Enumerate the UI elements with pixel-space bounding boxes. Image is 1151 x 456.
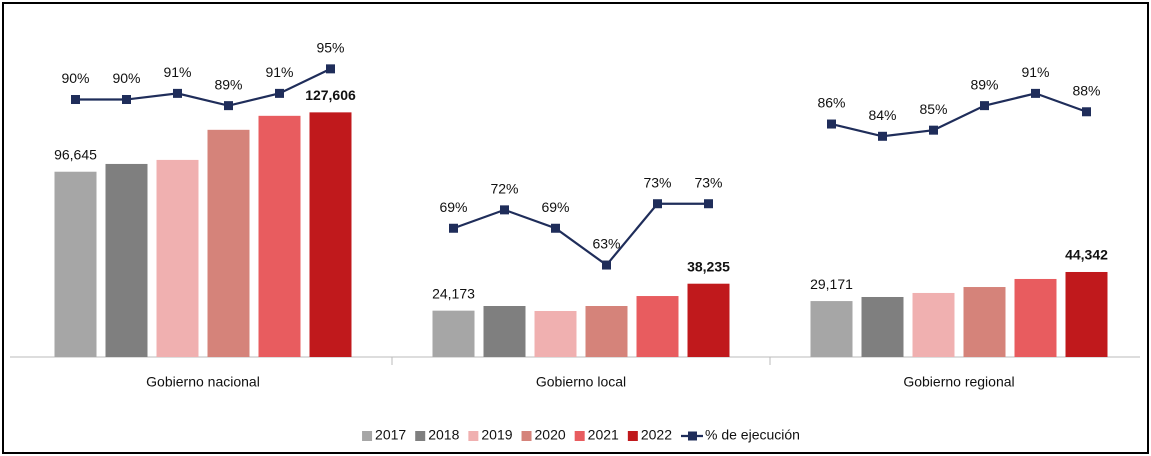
line-marker xyxy=(71,95,80,105)
data-label: 69% xyxy=(541,199,569,215)
data-label: 44,342 xyxy=(1065,247,1108,263)
line xyxy=(75,67,331,107)
bar xyxy=(483,306,526,357)
bar xyxy=(861,296,904,357)
line-marker xyxy=(122,95,131,105)
line-marker xyxy=(878,131,887,141)
bar xyxy=(156,159,199,357)
data-label: 73% xyxy=(694,174,722,190)
line-marker xyxy=(1031,88,1040,98)
line-marker xyxy=(929,125,938,135)
line-marker xyxy=(173,88,182,98)
x-tick-label: Gobierno local xyxy=(536,374,626,390)
legend-marker xyxy=(687,431,697,441)
legend-label: 2021 xyxy=(588,427,619,443)
data-label: 73% xyxy=(643,174,671,190)
line-marker xyxy=(224,101,233,111)
line xyxy=(831,92,1087,138)
bar xyxy=(309,112,352,357)
line-marker xyxy=(500,205,509,215)
legend-swatch xyxy=(362,431,373,441)
data-label: 91% xyxy=(1021,64,1049,80)
line xyxy=(453,202,709,267)
bar xyxy=(432,310,475,357)
legend-label: 2022 xyxy=(641,427,672,443)
data-label: 29,171 xyxy=(810,276,853,292)
line-marker xyxy=(704,199,713,209)
data-label: 24,173 xyxy=(432,285,475,301)
bar xyxy=(912,292,955,357)
legend-label: 2018 xyxy=(428,427,459,443)
line-marker xyxy=(1082,107,1091,117)
x-tick-label: Gobierno nacional xyxy=(146,374,260,390)
legend-label: 2017 xyxy=(375,427,406,443)
bar xyxy=(54,171,97,357)
data-label: 96,645 xyxy=(54,146,97,162)
legend-swatch xyxy=(521,431,532,441)
data-label: 84% xyxy=(868,107,896,123)
bar xyxy=(585,306,628,357)
line-marker xyxy=(827,119,836,129)
data-label: 89% xyxy=(970,76,998,92)
data-label: 63% xyxy=(592,236,620,252)
bar xyxy=(810,301,853,357)
bar xyxy=(207,129,250,357)
data-label: 69% xyxy=(439,199,467,215)
legend-swatch xyxy=(627,431,638,441)
data-label: 86% xyxy=(817,95,845,111)
data-label: 91% xyxy=(265,64,293,80)
data-label: 85% xyxy=(919,101,947,117)
line-marker xyxy=(326,64,335,74)
bar xyxy=(258,115,301,358)
legend-label: 2020 xyxy=(535,427,566,443)
legend-label: % de ejecución xyxy=(705,427,800,443)
legend-swatch xyxy=(468,431,479,441)
line-marker xyxy=(551,223,560,233)
legend-swatch xyxy=(415,431,426,441)
line-marker xyxy=(449,223,458,233)
bar xyxy=(636,296,679,357)
line-marker xyxy=(653,199,662,209)
data-label: 95% xyxy=(316,40,344,56)
bar xyxy=(963,287,1006,357)
bar xyxy=(105,163,148,357)
legend-swatch xyxy=(574,431,585,441)
line-marker xyxy=(275,88,284,98)
legend-label: 2019 xyxy=(481,427,512,443)
data-label: 91% xyxy=(163,64,191,80)
data-label: 90% xyxy=(61,70,89,86)
data-label: 38,235 xyxy=(687,258,730,274)
bar xyxy=(534,310,577,357)
data-label: 88% xyxy=(1072,82,1100,98)
data-label: 127,606 xyxy=(305,87,356,103)
data-label: 72% xyxy=(490,181,518,197)
bar xyxy=(1014,278,1057,357)
bar xyxy=(1065,271,1108,357)
bar xyxy=(687,283,730,357)
x-tick-label: Gobierno regional xyxy=(903,374,1014,390)
line-marker xyxy=(602,260,611,270)
data-label: 89% xyxy=(214,76,242,92)
data-label: 90% xyxy=(112,70,140,86)
line-marker xyxy=(980,101,989,111)
